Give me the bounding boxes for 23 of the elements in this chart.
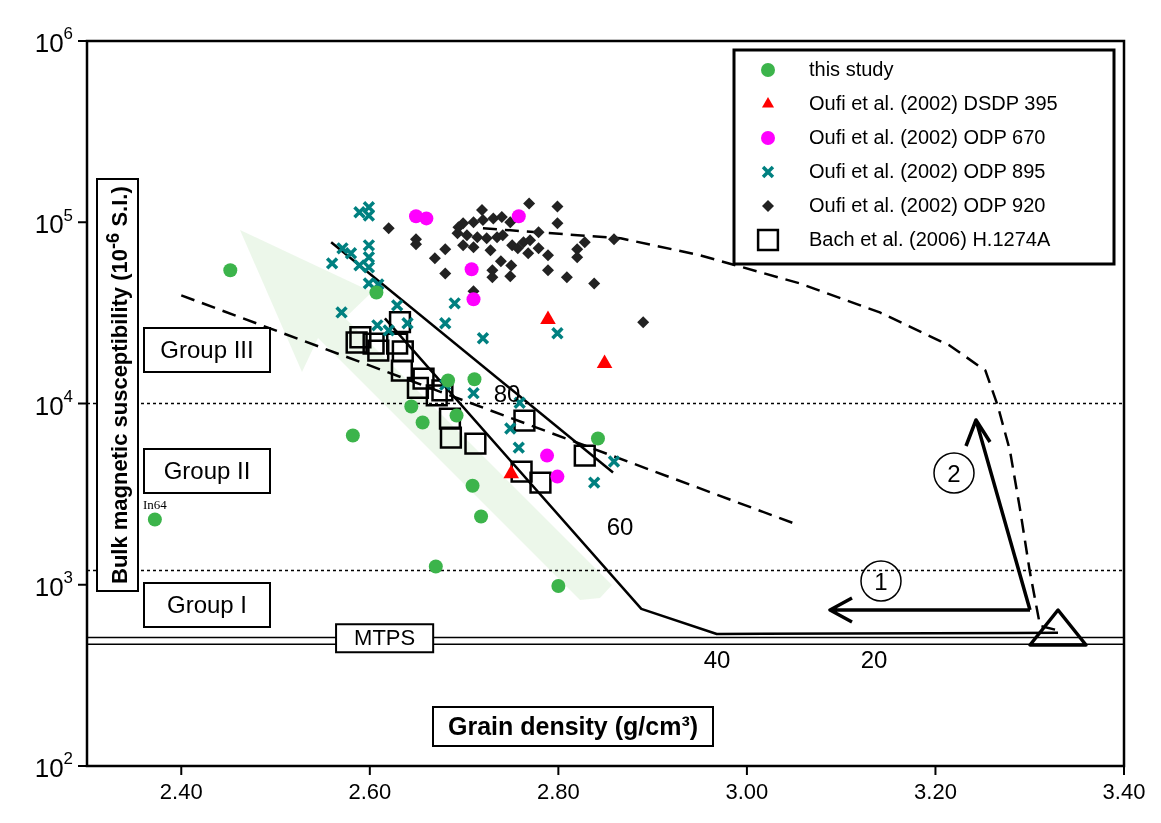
annotation: 40 xyxy=(703,645,731,673)
annotation: 1 xyxy=(874,567,888,595)
annotation: Group I xyxy=(166,590,248,618)
legend-label: Oufi et al. (2002) ODP 920 xyxy=(809,193,1046,216)
x-tick-label: 2.80 xyxy=(536,779,580,805)
annotation: 20 xyxy=(860,645,888,673)
legend-label: Bach et al. (2006) H.1274A xyxy=(809,227,1051,250)
x-tick-label: 3.00 xyxy=(725,779,769,805)
legend-label: Oufi et al. (2002) ODP 895 xyxy=(809,159,1046,182)
annotation: Group II xyxy=(163,456,251,484)
annotation: Group III xyxy=(160,335,254,363)
x-axis-title: Grain density (g/cm³) xyxy=(432,706,715,747)
legend-label: this study xyxy=(809,57,894,80)
annotation: 60 xyxy=(606,512,634,540)
ref-line-label: MTPS xyxy=(354,625,416,651)
annotation: In64 xyxy=(142,496,168,512)
x-tick-label: 2.60 xyxy=(348,779,392,805)
legend-label: Oufi et al. (2002) DSDP 395 xyxy=(809,91,1058,114)
x-tick-label: 3.20 xyxy=(914,779,957,805)
annotation: 2 xyxy=(947,459,961,487)
legend-label: Oufi et al. (2002) ODP 670 xyxy=(809,125,1046,148)
x-tick-label: 2.40 xyxy=(159,779,203,805)
x-tick-label: 3.40 xyxy=(1102,779,1146,805)
